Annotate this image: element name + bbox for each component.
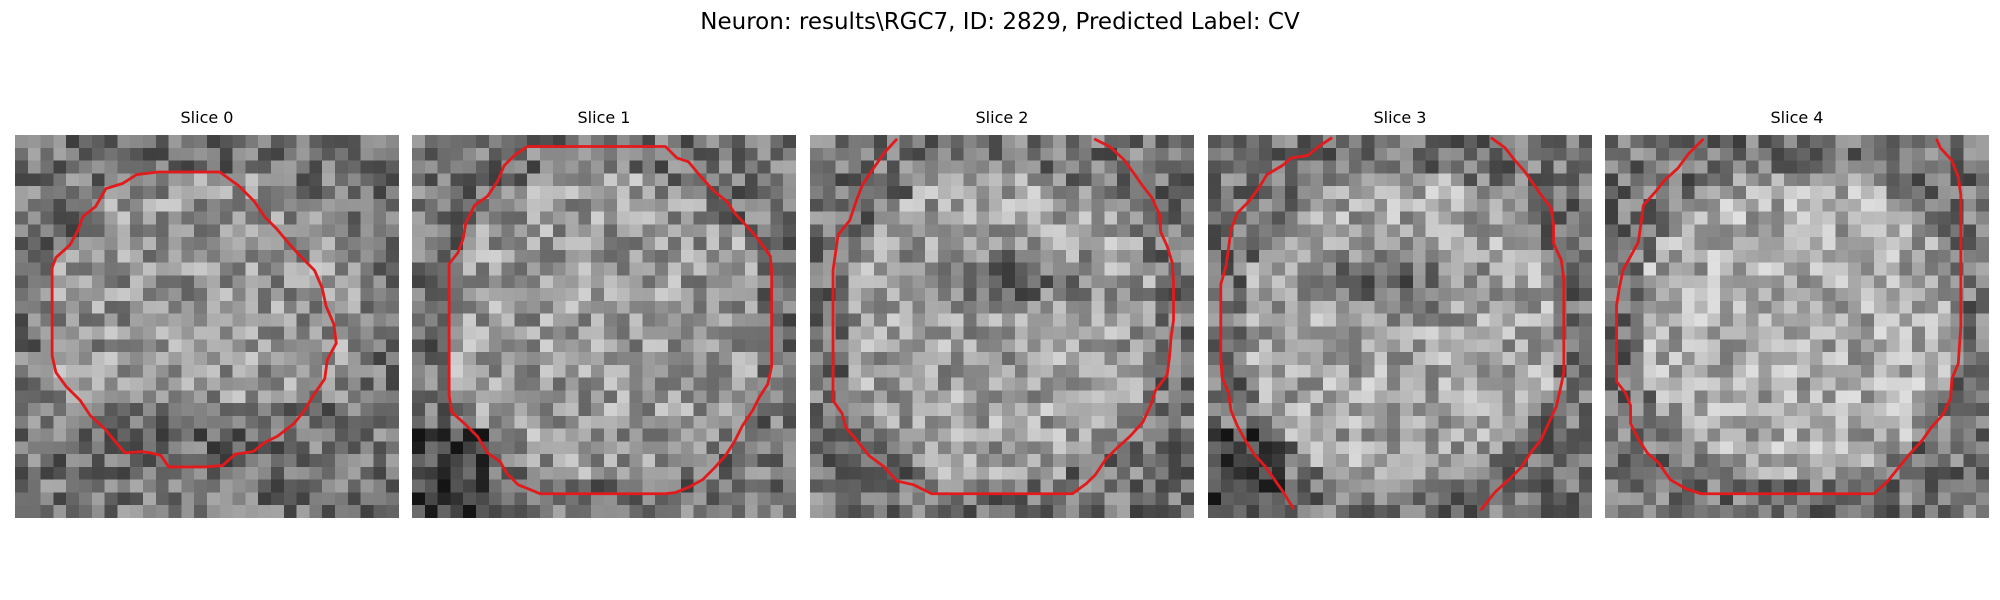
figure-title: Neuron: results\RGC7, ID: 2829, Predicte…: [700, 9, 1300, 35]
slice-image-area: [1208, 135, 1592, 518]
slice-title: Slice 1: [577, 108, 631, 127]
grayscale-image: [810, 135, 1194, 518]
slice-panel-0: Slice 0: [15, 108, 399, 518]
slice-panel-3: Slice 3: [1208, 108, 1592, 518]
roi-contour-layer: [50, 170, 338, 469]
roi-contour-layer: [1615, 137, 1963, 496]
slice-panel-1: Slice 1: [412, 108, 796, 518]
roi-contour: [447, 145, 774, 496]
roi-contour-layer: [831, 137, 1175, 496]
slice-title: Slice 0: [180, 108, 234, 127]
slice-panel-2: Slice 2: [810, 108, 1194, 518]
grayscale-image: [412, 135, 796, 518]
slice-panel-4: Slice 4: [1605, 108, 1989, 518]
slice-title: Slice 3: [1373, 108, 1427, 127]
roi-contour: [1219, 136, 1333, 510]
roi-contour-layer: [1219, 136, 1566, 512]
slice-image-area: [15, 135, 399, 518]
slice-image-area: [412, 135, 796, 518]
slice-image-area: [810, 135, 1194, 518]
roi-contour: [1615, 137, 1963, 496]
slice-image-area: [1605, 135, 1989, 518]
slice-title: Slice 4: [1770, 108, 1824, 127]
roi-contour: [831, 137, 1175, 496]
slice-title: Slice 2: [975, 108, 1029, 127]
roi-contour-layer: [447, 145, 774, 496]
roi-contour: [50, 170, 338, 469]
roi-contour: [1479, 136, 1566, 512]
grayscale-image: [1605, 135, 1989, 518]
grayscale-image: [1208, 135, 1592, 518]
